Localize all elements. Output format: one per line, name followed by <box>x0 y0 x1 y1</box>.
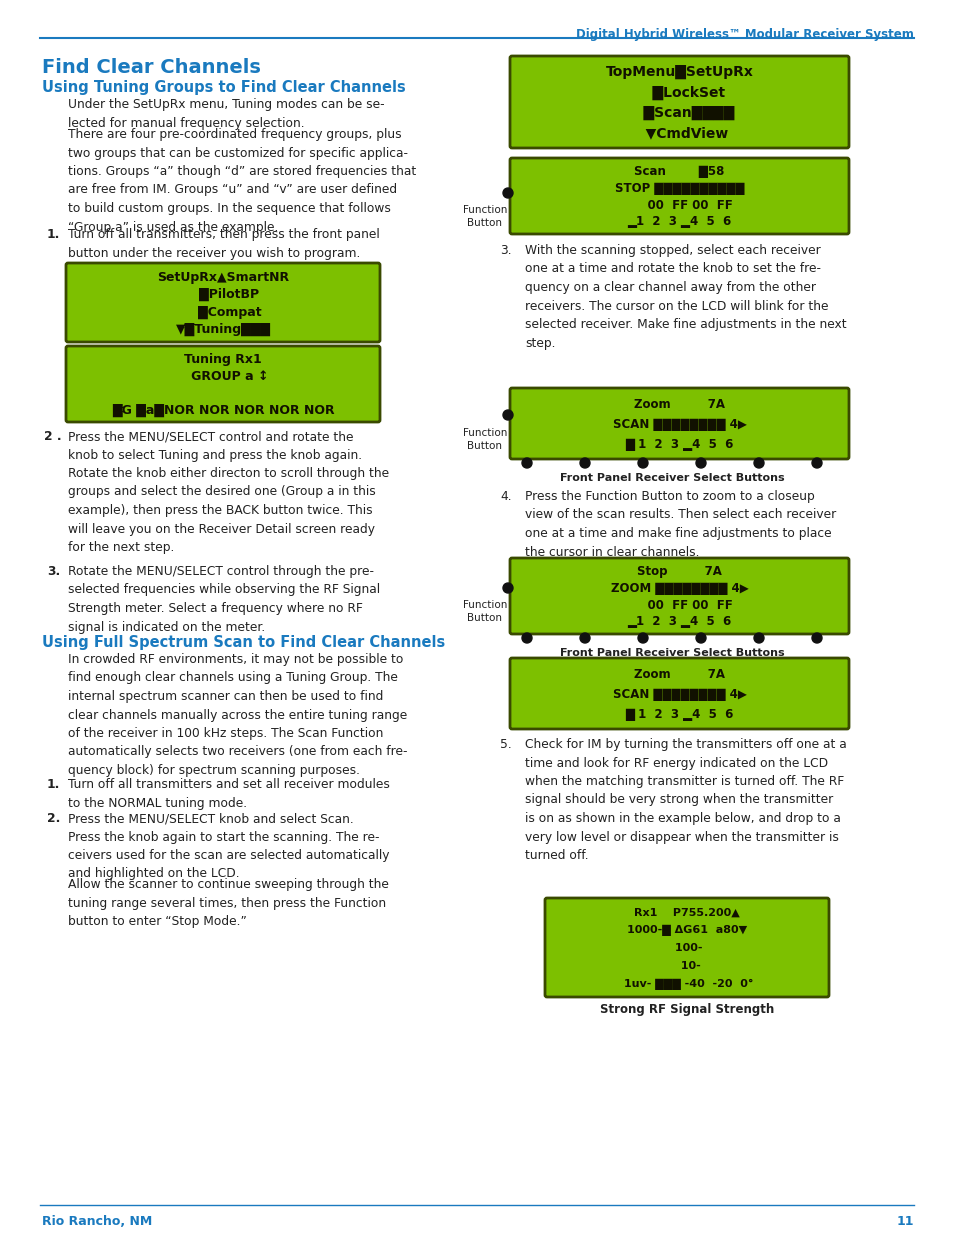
Text: ▂1  2  3 ▂4  5  6: ▂1 2 3 ▂4 5 6 <box>627 215 731 228</box>
Text: 00  FF 00  FF: 00 FF 00 FF <box>626 199 732 211</box>
Text: 5.: 5. <box>499 739 511 751</box>
Text: Tuning Rx1: Tuning Rx1 <box>184 353 262 367</box>
Text: Allow the scanner to continue sweeping through the
tuning range several times, t: Allow the scanner to continue sweeping t… <box>68 878 389 927</box>
Text: ▼█Tuning███: ▼█Tuning███ <box>175 322 271 336</box>
Circle shape <box>696 634 705 643</box>
Text: Turn off all transmitters and set all receiver modules
to the NORMAL tuning mode: Turn off all transmitters and set all re… <box>68 778 390 809</box>
Text: Rotate the MENU/SELECT control through the pre-
selected frequencies while obser: Rotate the MENU/SELECT control through t… <box>68 564 379 634</box>
Text: Front Panel Receiver Select Buttons: Front Panel Receiver Select Buttons <box>559 473 783 483</box>
Text: 3.: 3. <box>47 564 60 578</box>
Circle shape <box>579 634 589 643</box>
Text: Zoom         7A: Zoom 7A <box>634 398 724 411</box>
Text: █Compat: █Compat <box>185 305 261 319</box>
FancyBboxPatch shape <box>66 346 379 422</box>
Text: Press the MENU/SELECT control and rotate the
knob to select Tuning and press the: Press the MENU/SELECT control and rotate… <box>68 430 389 555</box>
Text: █ 1  2  3 ▂4  5  6: █ 1 2 3 ▂4 5 6 <box>624 438 733 451</box>
Text: With the scanning stopped, select each receiver
one at a time and rotate the kno: With the scanning stopped, select each r… <box>524 245 845 350</box>
Text: Function
Button: Function Button <box>462 429 507 451</box>
Text: Press the Function Button to zoom to a closeup
view of the scan results. Then se: Press the Function Button to zoom to a c… <box>524 490 836 558</box>
FancyBboxPatch shape <box>510 158 848 233</box>
Text: Scan        █58: Scan █58 <box>634 165 724 178</box>
Circle shape <box>753 458 763 468</box>
Circle shape <box>638 634 647 643</box>
Text: █Scan████: █Scan████ <box>623 106 734 120</box>
Text: Digital Hybrid Wireless™ Modular Receiver System: Digital Hybrid Wireless™ Modular Receive… <box>576 28 913 41</box>
Text: ▼CmdView: ▼CmdView <box>630 127 727 141</box>
Text: There are four pre-coordinated frequency groups, plus
two groups that can be cus: There are four pre-coordinated frequency… <box>68 128 416 233</box>
FancyBboxPatch shape <box>66 263 379 342</box>
Text: SCAN ████████ 4▶: SCAN ████████ 4▶ <box>612 417 745 431</box>
Circle shape <box>696 458 705 468</box>
Text: Using Full Spectrum Scan to Find Clear Channels: Using Full Spectrum Scan to Find Clear C… <box>42 635 445 650</box>
Text: █LockSet: █LockSet <box>633 85 725 100</box>
Text: Function
Button: Function Button <box>462 205 507 228</box>
Circle shape <box>502 188 513 198</box>
FancyBboxPatch shape <box>510 388 848 459</box>
Circle shape <box>811 634 821 643</box>
Text: Under the SetUpRx menu, Tuning modes can be se-
lected for manual frequency sele: Under the SetUpRx menu, Tuning modes can… <box>68 98 384 130</box>
Text: In crowded RF environments, it may not be possible to
find enough clear channels: In crowded RF environments, it may not b… <box>68 653 407 777</box>
Text: 1.: 1. <box>47 228 60 241</box>
Text: Using Tuning Groups to Find Clear Channels: Using Tuning Groups to Find Clear Channe… <box>42 80 405 95</box>
Text: 1uv- ███ -40  -20  0°: 1uv- ███ -40 -20 0° <box>619 978 753 990</box>
Text: Press the MENU/SELECT knob and select Scan.
Press the knob again to start the sc: Press the MENU/SELECT knob and select Sc… <box>68 811 389 881</box>
Text: STOP ██████████: STOP ██████████ <box>614 182 743 195</box>
Text: Strong RF Signal Strength: Strong RF Signal Strength <box>599 1003 773 1016</box>
Text: █PilotBP: █PilotBP <box>186 288 259 301</box>
Text: TopMenu█SetUpRx: TopMenu█SetUpRx <box>605 65 753 79</box>
Circle shape <box>502 583 513 593</box>
Text: 2.: 2. <box>47 811 60 825</box>
Text: SCAN ████████ 4▶: SCAN ████████ 4▶ <box>612 688 745 701</box>
Circle shape <box>521 458 532 468</box>
Circle shape <box>811 458 821 468</box>
FancyBboxPatch shape <box>510 558 848 634</box>
Text: 1000-█ ΔG61  a80▼: 1000-█ ΔG61 a80▼ <box>626 925 746 936</box>
Text: Turn off all transmitters, then press the front panel
button under the receiver : Turn off all transmitters, then press th… <box>68 228 379 259</box>
Text: 4.: 4. <box>499 490 511 503</box>
Text: Front Panel Receiver Select Buttons: Front Panel Receiver Select Buttons <box>559 648 783 658</box>
Text: ZOOM ████████ 4▶: ZOOM ████████ 4▶ <box>610 582 747 595</box>
Text: 11: 11 <box>896 1215 913 1228</box>
FancyBboxPatch shape <box>510 658 848 729</box>
Text: SetUpRx▲SmartNR: SetUpRx▲SmartNR <box>157 270 289 284</box>
FancyBboxPatch shape <box>510 56 848 148</box>
FancyBboxPatch shape <box>544 898 828 997</box>
Text: ▂1  2  3 ▂4  5  6: ▂1 2 3 ▂4 5 6 <box>627 615 731 629</box>
Text: 00  FF 00  FF: 00 FF 00 FF <box>626 599 732 611</box>
Circle shape <box>579 458 589 468</box>
Text: 10-: 10- <box>673 961 700 971</box>
Text: █ 1  2  3 ▂4  5  6: █ 1 2 3 ▂4 5 6 <box>624 709 733 721</box>
Text: 3.: 3. <box>499 245 511 257</box>
Text: Function
Button: Function Button <box>462 600 507 624</box>
Text: GROUP a ↕: GROUP a ↕ <box>177 370 268 383</box>
Text: Rx1    P755.200▲: Rx1 P755.200▲ <box>634 908 740 918</box>
Circle shape <box>638 458 647 468</box>
Text: 1.: 1. <box>47 778 60 790</box>
Text: Rio Rancho, NM: Rio Rancho, NM <box>42 1215 152 1228</box>
Text: 2 .: 2 . <box>44 430 62 443</box>
Text: 100-: 100- <box>671 944 702 953</box>
Circle shape <box>753 634 763 643</box>
Text: Find Clear Channels: Find Clear Channels <box>42 58 260 77</box>
Text: █G █a█NOR NOR NOR NOR NOR: █G █a█NOR NOR NOR NOR NOR <box>112 404 334 416</box>
Circle shape <box>521 634 532 643</box>
Circle shape <box>502 410 513 420</box>
Text: Stop         7A: Stop 7A <box>637 566 721 578</box>
Text: Check for IM by turning the transmitters off one at a
time and look for RF energ: Check for IM by turning the transmitters… <box>524 739 846 862</box>
Text: Zoom         7A: Zoom 7A <box>634 668 724 680</box>
